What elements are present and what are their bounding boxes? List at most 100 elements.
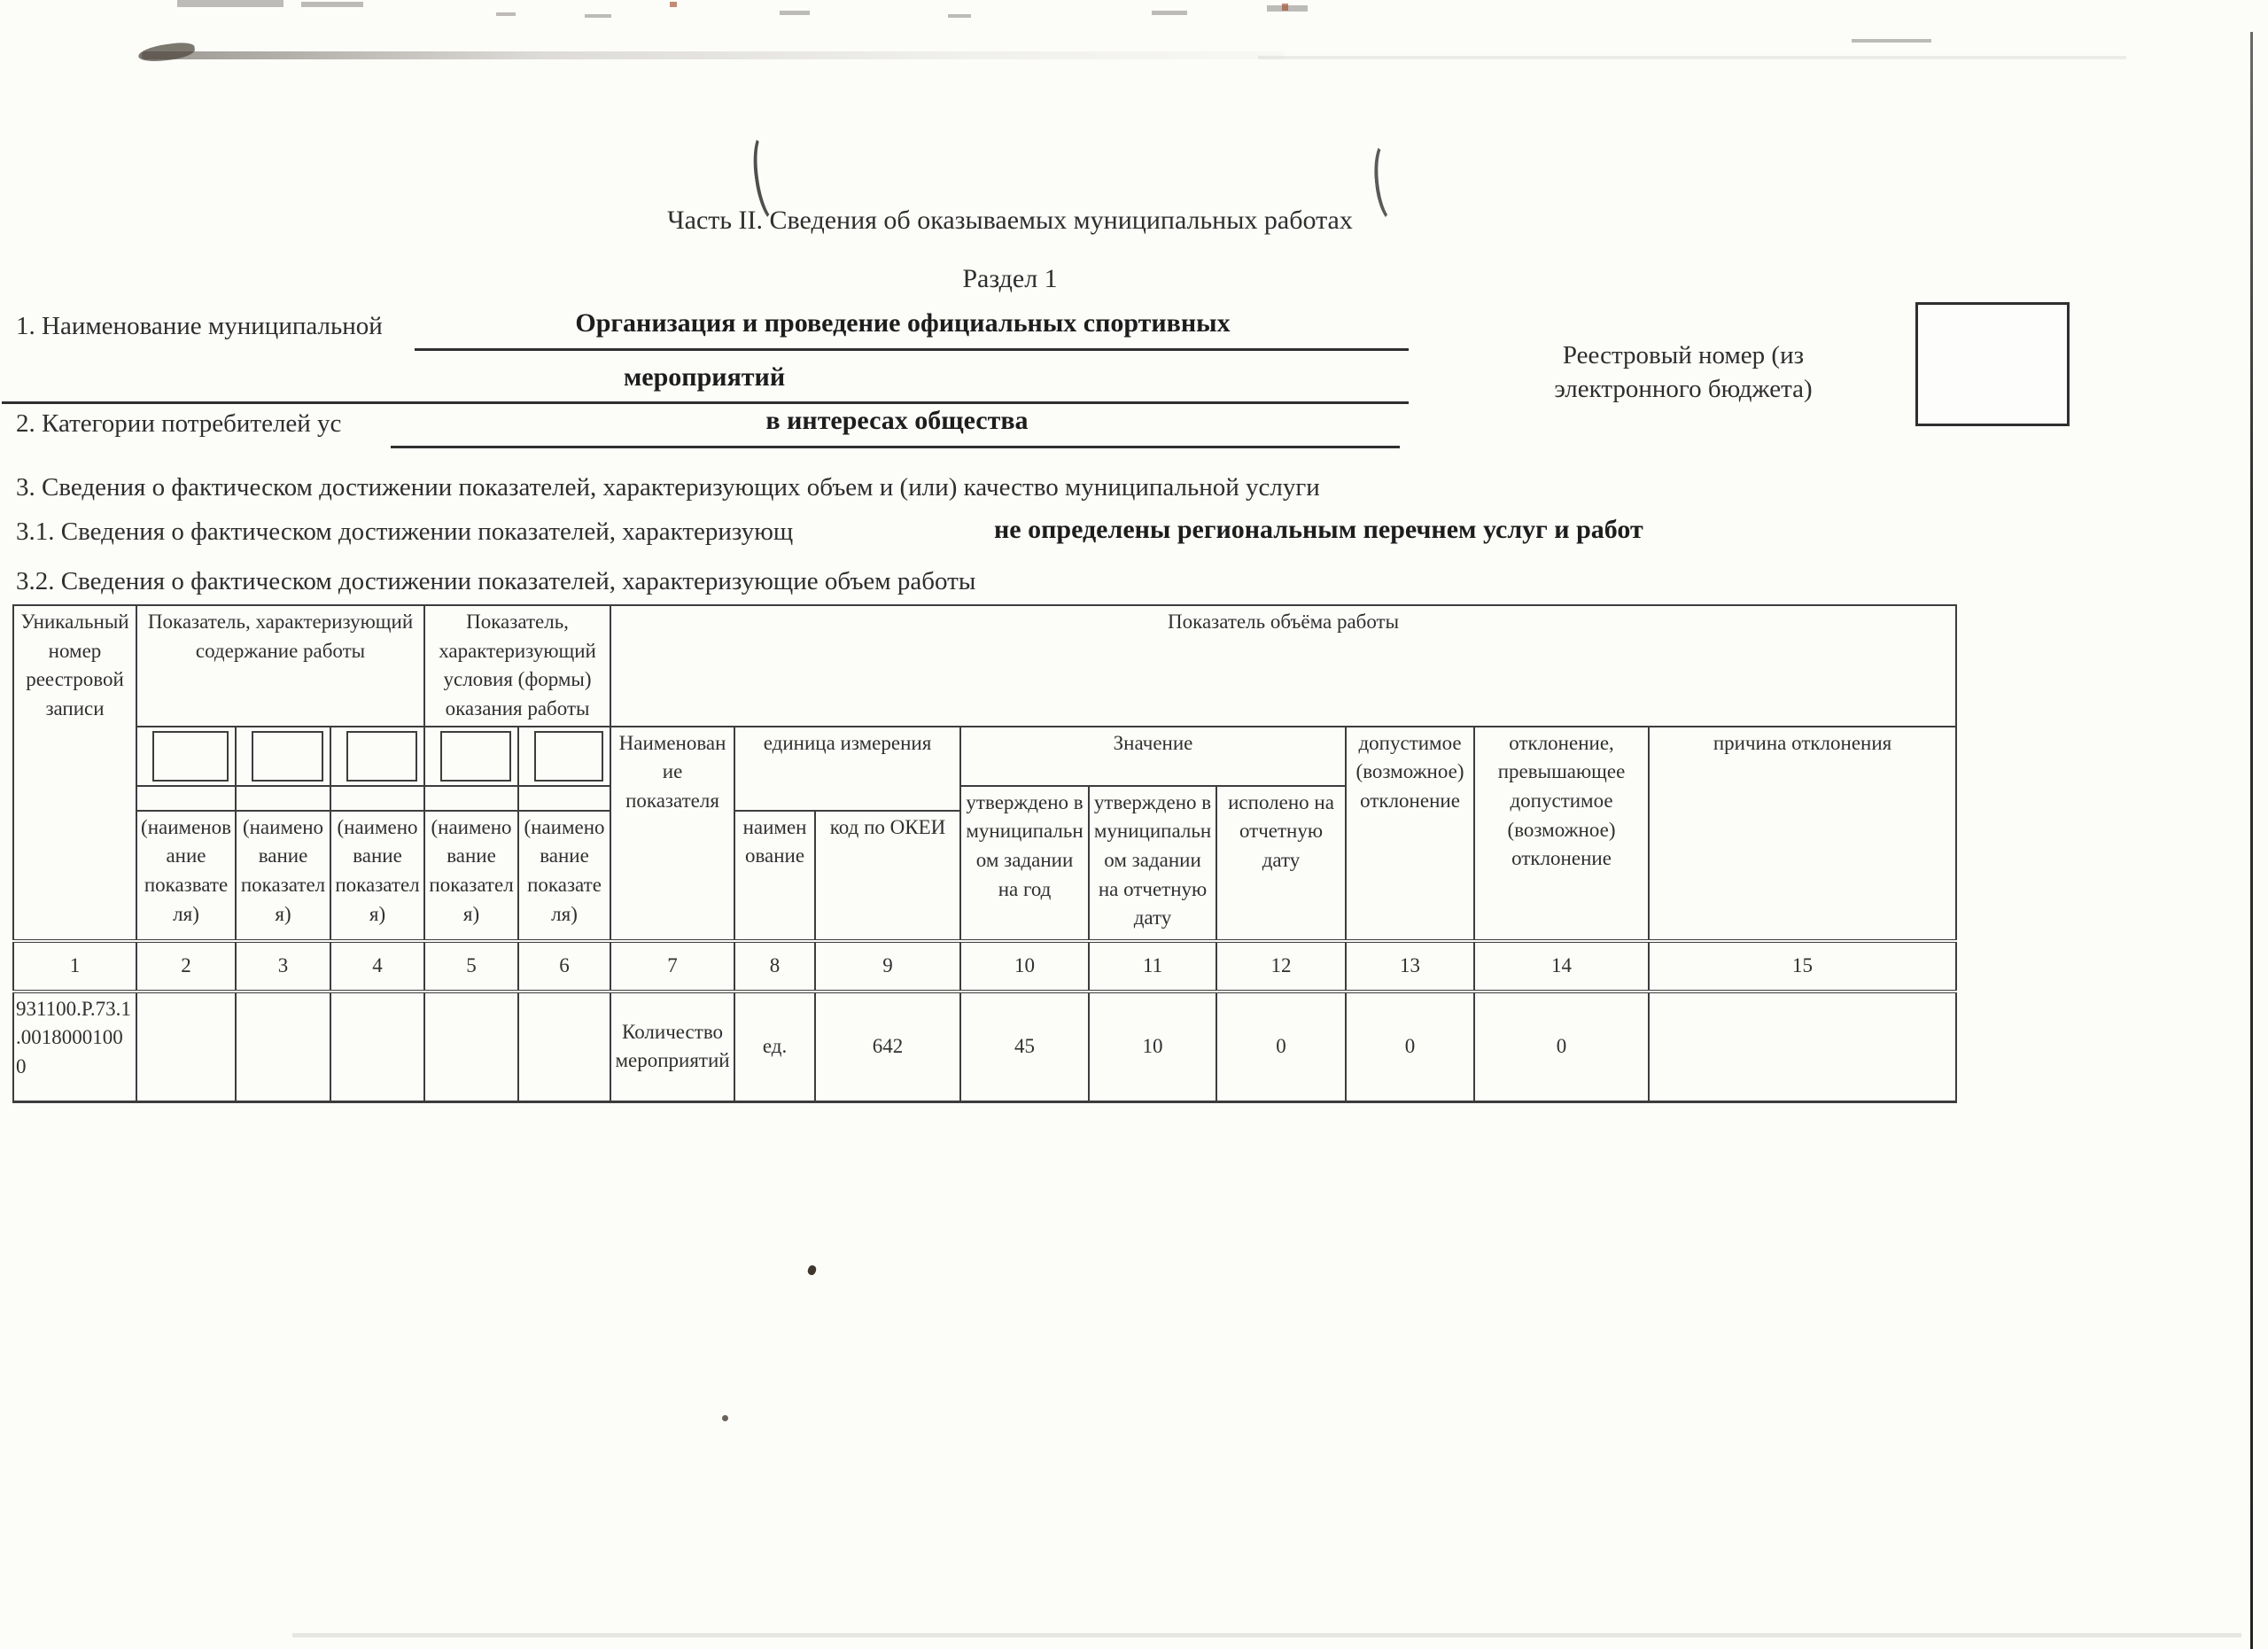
- col-number: 8: [734, 938, 817, 993]
- group-header-volume: Показатель объёма работы: [610, 604, 1958, 727]
- registry-label-line1: Реестровый номер (из: [1562, 341, 1805, 369]
- header-blank-cell: [329, 725, 426, 787]
- field2-underline: [391, 446, 1400, 448]
- field2-label: 2. Категории потребителей ус: [16, 409, 342, 438]
- field1-underline-2: [2, 401, 1409, 404]
- work-volume-table: Уникальный номер реестровой записи Показ…: [12, 604, 1958, 1104]
- item3-text: 3. Сведения о фактическом достижении пок…: [16, 473, 1320, 502]
- col-number: 5: [423, 938, 520, 993]
- group-header-unit: единица измерения: [734, 725, 962, 812]
- header-blank-cell: [235, 725, 331, 787]
- section-title: Раздел 1: [962, 264, 1058, 293]
- col-number: 3: [235, 938, 331, 993]
- cell-empty: [423, 990, 520, 1104]
- scan-dot: [722, 1415, 728, 1421]
- field1-value-line1: Организация и проведение официальных спо…: [575, 308, 1231, 338]
- cell-unit: ед.: [734, 990, 817, 1104]
- field1-underline-1: [415, 348, 1409, 351]
- scan-artifact: [670, 2, 677, 7]
- cell-empty: [329, 990, 426, 1104]
- col-number: 9: [814, 938, 962, 993]
- scan-artifact: [292, 1633, 2241, 1637]
- scan-artifact: [301, 2, 363, 7]
- cell-allowed-deviation: 0: [1345, 990, 1476, 1104]
- col-number: 11: [1088, 938, 1218, 993]
- scan-artifact: [1282, 4, 1288, 11]
- scan-dot: [806, 1264, 818, 1277]
- field1-value-line2: мероприятий: [623, 362, 786, 392]
- header-blank-cell: [423, 725, 520, 787]
- scan-smudge: [1258, 56, 2126, 59]
- col-header-unique-number: Уникальный номер реестровой записи: [12, 604, 137, 942]
- blank-indicator-box: [534, 730, 604, 782]
- col-header-deviation-reason: причина отклонения: [1648, 725, 1958, 942]
- header-blank-cell: [517, 725, 612, 787]
- col-number: 7: [610, 938, 736, 993]
- col-header-approved-year: утверждено в муниципальном задании на го…: [959, 784, 1091, 942]
- scan-artifact: [948, 14, 971, 18]
- scan-artifact: [496, 12, 516, 16]
- col-header-exceeding-deviation: отклонение, превышающее допустимое (возм…: [1473, 725, 1651, 942]
- registry-number-label: Реестровый номер (из электронного бюджет…: [1506, 338, 1860, 406]
- blank-indicator-box: [440, 730, 512, 782]
- col-number: 2: [136, 938, 237, 993]
- group-header-content: Показатель, характеризующий содержание р…: [135, 604, 426, 727]
- caption-indicator-name: (наименование показателя): [235, 809, 331, 942]
- document-title: Часть II. Сведения об оказываемых муници…: [667, 206, 1353, 235]
- cell-reason: [1648, 990, 1958, 1104]
- caption-indicator-name: (наименование показвателя): [136, 809, 237, 942]
- field2-value: в интересах общества: [765, 406, 1029, 435]
- col-header-approved-on-date: утверждено в муниципальном задании на от…: [1088, 784, 1218, 942]
- col-number: 15: [1648, 938, 1958, 993]
- header-blank-cell: [423, 784, 520, 812]
- col-number: 13: [1345, 938, 1476, 993]
- cell-exceeding-deviation: 0: [1473, 990, 1651, 1104]
- scan-artifact: [780, 11, 810, 15]
- page-edge-shadow: [2250, 32, 2253, 1649]
- header-blank-cell: [136, 784, 237, 812]
- caption-indicator-name: (наименование показателя): [329, 809, 426, 942]
- scan-artifact: [1152, 11, 1187, 15]
- cell-empty: [235, 990, 331, 1104]
- col-number: 6: [517, 938, 612, 993]
- col-header-indicator-name: Наименование показателя: [610, 725, 736, 942]
- col-header-okei: код по ОКЕИ: [814, 809, 962, 942]
- cell-empty: [136, 990, 237, 1104]
- scan-smudge: [142, 51, 1285, 59]
- caption-indicator-name: (наименование показателя): [517, 809, 612, 942]
- cell-executed-on-date: 0: [1216, 990, 1348, 1104]
- scan-artifact: [585, 14, 611, 18]
- col-number: 10: [959, 938, 1091, 993]
- group-header-conditions: Показатель, характеризующий условия (фор…: [423, 604, 612, 727]
- col-number: 12: [1216, 938, 1348, 993]
- registry-number-box: [1915, 302, 2070, 426]
- registry-label-line2: электронного бюджета): [1554, 375, 1813, 403]
- blank-indicator-box: [252, 730, 323, 782]
- cell-approved-year: 45: [959, 990, 1091, 1104]
- group-header-value: Значение: [959, 725, 1348, 787]
- cell-registry-number: 931100.Р.73.1.00180001000: [12, 990, 137, 1104]
- header-blank-cell: [136, 725, 237, 787]
- header-blank-cell: [517, 784, 612, 812]
- item3-2-text: 3.2. Сведения о фактическом достижении п…: [16, 567, 976, 595]
- col-number: 1: [12, 938, 137, 993]
- cell-okei-code: 642: [814, 990, 962, 1104]
- blank-indicator-box: [346, 730, 418, 782]
- field1-label: 1. Наименование муниципальной: [16, 312, 383, 340]
- cell-indicator: Количество мероприятий: [610, 990, 736, 1104]
- header-blank-cell: [235, 784, 331, 812]
- scan-artifact: [1852, 39, 1931, 43]
- cell-empty: [517, 990, 612, 1104]
- item3-1-label: 3.1. Сведения о фактическом достижении п…: [16, 517, 794, 546]
- cell-approved-on-date: 10: [1088, 990, 1218, 1104]
- col-number: 14: [1473, 938, 1651, 993]
- col-header-unit-name: наименование: [734, 809, 817, 942]
- col-header-executed-on-date: исполено на отчетную дату: [1216, 784, 1348, 942]
- header-blank-cell: [329, 784, 426, 812]
- item3-1-value: не определены региональным перечнем услу…: [994, 515, 1643, 544]
- col-number: 4: [329, 938, 426, 993]
- caption-indicator-name: (наименование показателя): [423, 809, 520, 942]
- col-header-allowed-deviation: допустимое (возможное) отклонение: [1345, 725, 1476, 942]
- scan-artifact: [177, 0, 284, 7]
